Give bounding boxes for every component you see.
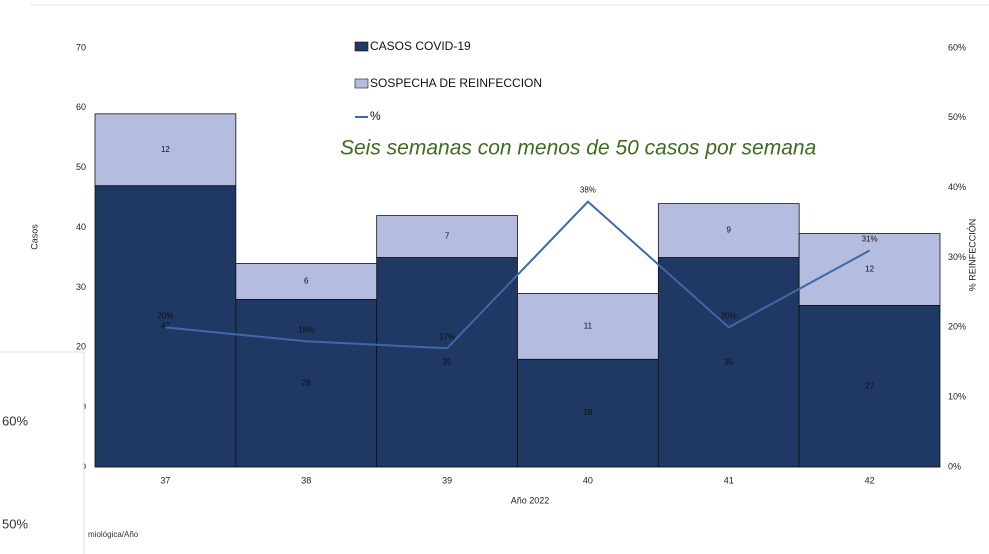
y2-tick-label: 40% bbox=[948, 182, 966, 192]
y-tick-label: 60 bbox=[76, 102, 86, 112]
bar-segment bbox=[517, 358, 659, 468]
bar-segment bbox=[94, 185, 237, 468]
y-axis-title: Casos bbox=[29, 224, 39, 250]
y2-tick-label: 10% bbox=[948, 392, 966, 402]
data-label: 11 bbox=[584, 321, 593, 330]
annotation: Seis semanas con menos de 50 casos por s… bbox=[340, 137, 816, 160]
overlay-box bbox=[0, 351, 85, 554]
y2-tick-label: 50% bbox=[948, 112, 966, 122]
legend-label: SOSPECHA DE REINFECCION bbox=[370, 76, 542, 90]
overlay-label: 60% bbox=[2, 413, 28, 428]
y-tick-label: 30 bbox=[76, 282, 86, 292]
data-label: 47 bbox=[161, 321, 170, 330]
legend-label: % bbox=[370, 109, 381, 123]
data-label: 18% bbox=[298, 325, 314, 334]
y2-axis-title: % REINFECCIÓN bbox=[967, 219, 977, 292]
x-tick-label: 38 bbox=[301, 475, 311, 485]
bar-segment bbox=[517, 293, 659, 360]
line-series bbox=[165, 200, 871, 350]
data-label: 35 bbox=[443, 357, 452, 366]
data-label: 9 bbox=[727, 226, 732, 235]
bar-segment bbox=[235, 263, 378, 300]
overlay-label: 50% bbox=[2, 516, 28, 531]
y-tick-label: 40 bbox=[76, 222, 86, 232]
y-tick-label: 70 bbox=[76, 42, 86, 52]
bar-segment bbox=[94, 113, 237, 187]
data-label: 12 bbox=[865, 265, 874, 274]
x-tick-label: 42 bbox=[865, 475, 875, 485]
y2-tick-label: 0% bbox=[948, 461, 961, 471]
x-tick-label: 39 bbox=[442, 475, 452, 485]
bar-segment bbox=[657, 257, 800, 468]
data-label: 28 bbox=[302, 378, 311, 387]
x-tick-label: 37 bbox=[160, 475, 170, 485]
legend-swatch bbox=[354, 41, 369, 52]
y2-tick-label: 60% bbox=[948, 42, 966, 52]
bar-segment bbox=[376, 215, 518, 258]
data-label: 27 bbox=[865, 381, 874, 390]
y2-tick-label: 30% bbox=[948, 252, 966, 262]
data-label: 20% bbox=[721, 311, 737, 320]
data-label: 18 bbox=[583, 408, 592, 417]
data-label: 20% bbox=[157, 311, 173, 320]
bar-segment bbox=[798, 233, 941, 306]
data-label: 17% bbox=[439, 332, 455, 341]
y-tick-label: 20 bbox=[76, 342, 86, 352]
data-label: 12 bbox=[161, 145, 170, 154]
legend-label: CASOS COVID-19 bbox=[370, 39, 471, 53]
bar-segment bbox=[657, 203, 800, 258]
bar-segment bbox=[798, 304, 941, 468]
legend-swatch bbox=[354, 78, 369, 89]
bar-segment bbox=[376, 257, 518, 468]
data-label: 6 bbox=[304, 277, 309, 286]
data-label: 31% bbox=[862, 235, 878, 244]
data-label: 38% bbox=[580, 186, 596, 195]
overlay-caption: miológica/Año bbox=[88, 530, 139, 539]
y2-tick-label: 20% bbox=[948, 322, 966, 332]
data-label: 7 bbox=[445, 232, 450, 241]
data-label: 35 bbox=[724, 357, 733, 366]
x-tick-label: 40 bbox=[583, 475, 593, 485]
x-axis-title: Año 2022 bbox=[511, 495, 550, 505]
x-tick-label: 41 bbox=[724, 475, 734, 485]
y-tick-label: 50 bbox=[76, 162, 86, 172]
